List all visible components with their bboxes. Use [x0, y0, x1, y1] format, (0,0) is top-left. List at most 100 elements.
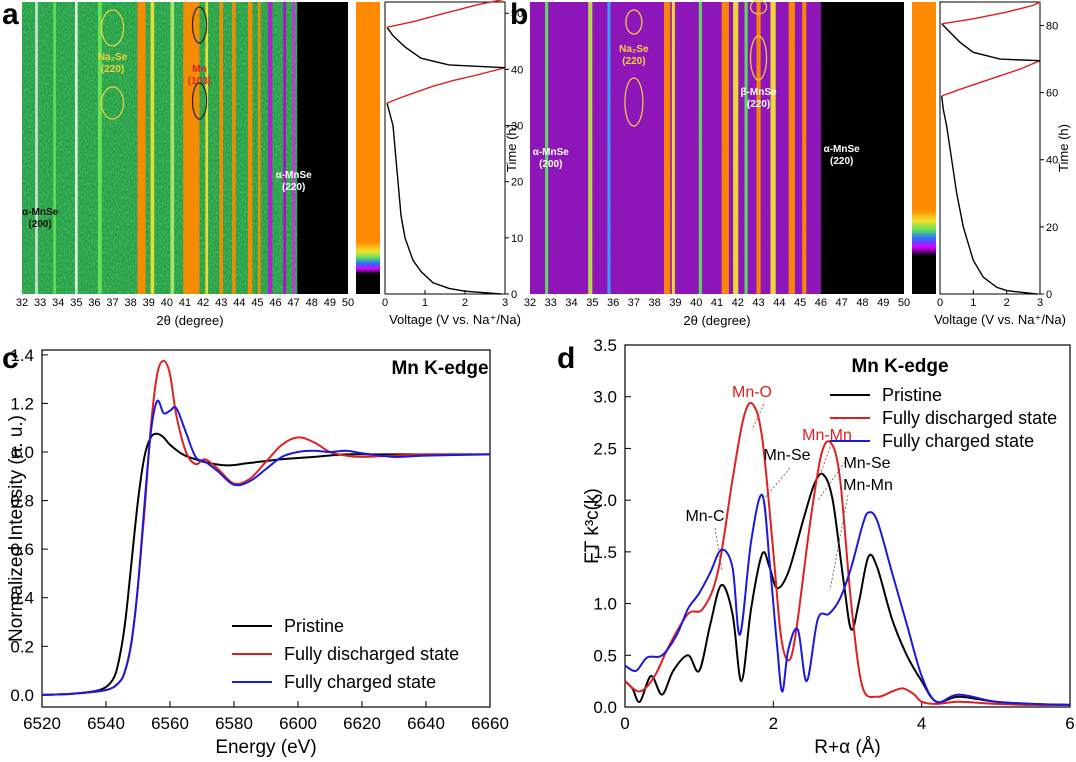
- panel-letter-d: d: [557, 342, 575, 375]
- plot-frame: [624, 344, 1071, 708]
- heatmap-band: [205, 2, 209, 294]
- heatmap-band: [721, 2, 729, 294]
- heatmap-a-xlabel: 2θ (degree): [156, 313, 223, 328]
- heatmap-band: [35, 2, 38, 294]
- heatmap-band: [283, 2, 286, 294]
- phase-label: α-MnSe: [824, 144, 861, 155]
- phase-index: (220): [830, 156, 853, 167]
- phase-label: Mn: [192, 64, 206, 75]
- tick-label: 6580: [215, 714, 253, 733]
- voltage-curve-charge_1: [386, 67, 506, 104]
- heatmap-band: [150, 2, 155, 294]
- panel-letter-c: c: [2, 342, 19, 375]
- peak-highlight-ellipse: [191, 6, 208, 44]
- peak-highlight-ellipse: [749, 0, 768, 15]
- voltage-axis-label: Voltage (V vs. Na⁺/Na): [934, 312, 1066, 327]
- voltage-curve-charge_2: [941, 1, 1041, 25]
- peak-annotation: Mn-C: [685, 508, 724, 525]
- heatmap-band: [607, 2, 611, 294]
- tick-label: 43: [215, 297, 227, 309]
- voltage-curve-charge_1: [941, 60, 1041, 97]
- heatmap-band: [137, 2, 146, 294]
- tick-label: 0.4: [10, 589, 34, 608]
- tick-label: 40: [690, 297, 702, 309]
- peak-highlight-ellipse: [749, 35, 768, 81]
- heatmap-band: [671, 2, 675, 294]
- tick-label: 0.6: [10, 540, 34, 559]
- tick-label: 39: [669, 297, 681, 309]
- tick-label: 3: [502, 297, 508, 309]
- panel-letter-a: a: [2, 0, 19, 31]
- legend-label: Fully charged state: [284, 672, 436, 692]
- tick-label: 47: [288, 297, 300, 309]
- tick-label: 0.5: [593, 646, 617, 665]
- tick-label: 20: [1046, 222, 1058, 234]
- peak-highlight-ellipse: [100, 86, 125, 120]
- heatmap-band: [733, 2, 739, 294]
- heatmap-band: [170, 2, 175, 294]
- tick-label: 1.4: [10, 346, 34, 365]
- annotation-leader: [829, 494, 849, 591]
- x-axis-title: R+α (Å): [814, 737, 880, 758]
- tick-label: 2: [462, 297, 468, 309]
- voltage-curve-discharge_1: [941, 95, 1037, 295]
- heatmap-a: Na₂Se(220) Mn(103)α-MnSe(220)α-MnSe(200) …: [16, 2, 354, 328]
- tick-label: 48: [856, 297, 868, 309]
- xanes-chart-c: 6520 6540 6560 6580 6600 6620 6640 6660 0.0 0.2 0.…: [6, 346, 509, 758]
- series-line: [41, 432, 491, 696]
- tick-label: 41: [179, 297, 191, 309]
- annotation-leader: [762, 467, 791, 501]
- heatmap-band: [247, 2, 253, 294]
- tick-label: 1: [422, 297, 428, 309]
- tick-label: 37: [106, 297, 118, 309]
- tick-label: 35: [70, 297, 82, 309]
- peak-highlight-ellipse: [100, 9, 125, 47]
- exafs-chart-d: 0 2 4 6 0.0 0.5 1.0 1.5 2.0 2.5 3.0 3.5 Mn K-edge R+α…: [582, 336, 1075, 758]
- tick-label: 34: [565, 297, 577, 309]
- x-axis-title: Energy (eV): [215, 737, 316, 758]
- time-axis-label: Time (h): [504, 124, 519, 172]
- heatmap-band: [756, 2, 761, 294]
- phase-label: β-MnSe: [741, 87, 778, 98]
- tick-label: 36: [88, 297, 100, 309]
- tick-label: 35: [586, 297, 598, 309]
- legend-label: Pristine: [284, 616, 344, 636]
- tick-label: 50: [511, 8, 523, 20]
- series-line: [41, 399, 491, 696]
- heatmap-band: [219, 2, 224, 294]
- heatmap-band: [788, 2, 795, 294]
- tick-label: 3: [1037, 297, 1043, 309]
- peak-annotation: Mn-Se: [763, 447, 810, 464]
- y-axis-title: Normalized Intensity (a. u.): [6, 415, 27, 642]
- phase-label: α-MnSe: [533, 147, 570, 158]
- tick-label: 42: [197, 297, 209, 309]
- tick-label: 45: [794, 297, 806, 309]
- series-line: [624, 401, 1071, 706]
- peak-highlight-ellipse: [625, 9, 643, 35]
- tick-label: 1.0: [593, 595, 617, 614]
- tick-label: 37: [628, 297, 640, 309]
- legend-label: Fully charged state: [882, 431, 1034, 451]
- tick-label: 41: [711, 297, 723, 309]
- tick-label: 50: [342, 297, 354, 309]
- legend-label: Fully discharged state: [284, 644, 459, 664]
- panel-letter-b: b: [510, 0, 528, 31]
- annotation-leader: [751, 403, 765, 431]
- tick-label: 36: [607, 297, 619, 309]
- tick-label: 33: [545, 297, 557, 309]
- series-line: [624, 493, 1071, 706]
- phase-index: (220): [622, 56, 645, 67]
- heatmap-band: [53, 2, 56, 294]
- peak-highlight-ellipse: [624, 77, 644, 127]
- tick-label: 44: [773, 297, 785, 309]
- tick-label: 20: [511, 177, 523, 189]
- phase-index: (220): [747, 99, 770, 110]
- heatmap-band: [297, 2, 348, 294]
- tick-label: 32: [524, 297, 536, 309]
- tick-label: 10: [511, 233, 523, 245]
- intensity-scale-b: [912, 2, 936, 294]
- tick-label: 48: [306, 297, 318, 309]
- voltage-time-frame: [939, 1, 1041, 295]
- tick-label: 44: [233, 297, 245, 309]
